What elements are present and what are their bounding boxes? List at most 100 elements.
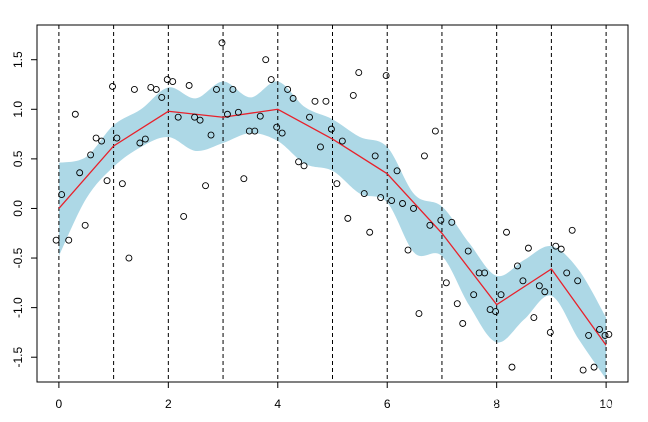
- x-tick-label: 0: [56, 397, 63, 411]
- data-point: [453, 300, 461, 308]
- data-point: [256, 112, 264, 120]
- data-point: [360, 190, 368, 198]
- data-point: [420, 152, 428, 160]
- data-point: [278, 129, 286, 137]
- data-point: [590, 363, 598, 371]
- data-point: [58, 191, 66, 199]
- data-point: [393, 167, 401, 175]
- data-point: [311, 97, 319, 105]
- fit-line: [58, 108, 607, 346]
- data-point: [141, 135, 149, 143]
- data-point: [585, 331, 593, 339]
- y-tick-label: 0.0: [11, 200, 25, 217]
- data-point: [234, 108, 242, 116]
- data-point: [535, 282, 543, 290]
- data-point: [289, 94, 297, 102]
- data-point: [399, 200, 406, 207]
- data-point: [284, 86, 292, 93]
- y-tick-label: -1.5: [11, 347, 25, 368]
- data-point: [52, 236, 60, 244]
- data-point: [251, 127, 259, 135]
- data-point: [366, 228, 374, 236]
- data-point: [218, 39, 226, 47]
- data-point: [431, 127, 439, 135]
- data-point: [158, 93, 166, 101]
- data-point: [71, 110, 79, 118]
- data-point: [118, 180, 126, 188]
- data-point: [552, 242, 560, 250]
- data-point: [185, 82, 193, 89]
- data-point: [470, 291, 478, 299]
- confidence-band-layer: [58, 81, 607, 380]
- x-tick-label: 10: [599, 397, 613, 411]
- data-point: [191, 113, 199, 121]
- data-point: [497, 291, 505, 299]
- data-point: [306, 113, 313, 121]
- data-point: [180, 212, 188, 220]
- data-point: [437, 216, 445, 224]
- data-point: [563, 269, 571, 277]
- data-point: [514, 262, 521, 270]
- data-point: [388, 197, 396, 204]
- data-point: [338, 137, 346, 145]
- fit-line-layer: [58, 108, 607, 346]
- confidence-band: [58, 81, 607, 380]
- data-point: [300, 162, 308, 170]
- data-point: [349, 91, 357, 99]
- data-point: [229, 86, 237, 93]
- data-point: [377, 194, 385, 202]
- data-point: [136, 139, 144, 147]
- data-point: [426, 221, 434, 229]
- data-point: [508, 363, 516, 371]
- data-point: [524, 244, 532, 252]
- y-tick-label: 1.0: [11, 101, 25, 118]
- data-point: [459, 320, 467, 327]
- data-point: [65, 236, 73, 244]
- data-point: [109, 83, 116, 90]
- plot-frame: [36, 24, 629, 383]
- axes-layer: 0 2 4 6 8 10 -1.5 -1.0 -0.5 0.0 0.5 1.0 1.5: [11, 24, 629, 411]
- data-point: [81, 221, 89, 229]
- data-point: [568, 226, 576, 234]
- data-point: [481, 269, 489, 277]
- data-point: [492, 308, 500, 316]
- x-tick-label: 8: [493, 397, 500, 411]
- data-point: [113, 134, 121, 142]
- data-point: [262, 56, 270, 64]
- data-point: [152, 86, 160, 93]
- data-point: [267, 76, 275, 83]
- data-point: [475, 269, 483, 277]
- data-point: [557, 245, 565, 253]
- data-point: [519, 277, 527, 285]
- data-point: [596, 325, 603, 333]
- data-points-layer: [52, 39, 613, 374]
- data-point: [546, 328, 554, 336]
- data-point: [92, 134, 100, 142]
- x-tick-label: 2: [165, 397, 172, 411]
- data-point: [87, 151, 95, 159]
- data-point: [415, 310, 423, 318]
- x-tick-label: 6: [384, 397, 391, 411]
- x-tick-label: 4: [274, 397, 281, 411]
- data-point: [295, 158, 303, 166]
- y-tick-label: -1.0: [11, 297, 25, 318]
- data-point: [240, 175, 248, 183]
- data-point: [169, 78, 177, 85]
- data-point: [410, 205, 417, 212]
- y-tick-label: 1.5: [11, 51, 25, 68]
- data-point: [371, 152, 379, 160]
- data-point: [605, 330, 613, 338]
- data-point: [125, 254, 133, 262]
- data-point: [382, 72, 390, 80]
- data-point: [245, 127, 253, 135]
- data-point: [76, 169, 84, 177]
- data-point: [223, 110, 231, 118]
- data-point: [98, 137, 106, 145]
- data-point: [207, 131, 215, 139]
- data-point: [202, 182, 209, 190]
- data-point: [503, 228, 510, 236]
- data-point: [322, 97, 330, 105]
- data-point: [355, 69, 363, 77]
- data-point: [317, 143, 324, 151]
